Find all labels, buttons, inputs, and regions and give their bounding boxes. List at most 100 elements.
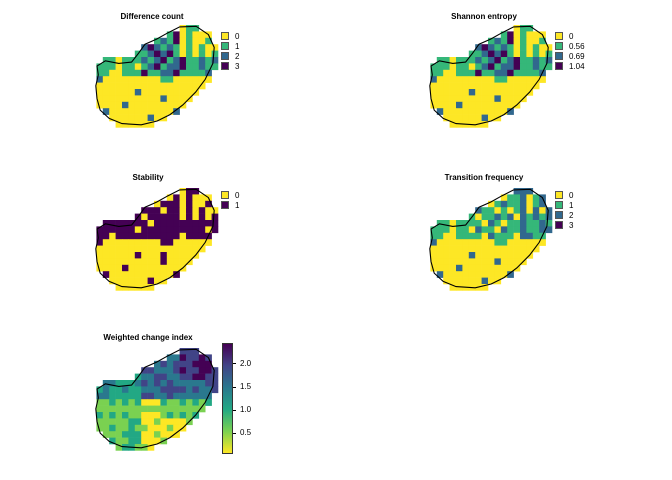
- raster-cell: [436, 95, 444, 103]
- raster-cell: [500, 232, 508, 240]
- raster-cell: [186, 37, 193, 45]
- raster-cell: [166, 399, 174, 406]
- raster-cell: [115, 386, 123, 394]
- raster-cell: [475, 239, 482, 246]
- raster-cell: [179, 44, 187, 51]
- raster-cell: [507, 57, 514, 64]
- raster-cell: [115, 399, 123, 406]
- raster-cell: [526, 57, 534, 64]
- raster-cell: [436, 82, 444, 90]
- raster-cell: [192, 405, 200, 413]
- raster-cell: [173, 207, 180, 214]
- raster-cell: [526, 252, 534, 259]
- raster-cell: [166, 392, 174, 400]
- raster-cell: [449, 220, 457, 227]
- raster-cell: [198, 220, 206, 227]
- raster-cell: [520, 76, 527, 83]
- raster-cell: [186, 63, 193, 71]
- raster-cell: [494, 76, 502, 83]
- raster-cell: [443, 220, 450, 227]
- raster-cell: [198, 213, 206, 221]
- raster-cell: [141, 226, 148, 234]
- raster-cell: [526, 50, 534, 58]
- raster-cell: [488, 95, 495, 103]
- raster-cell: [205, 50, 212, 58]
- raster-cell: [198, 31, 206, 39]
- raster-cell: [449, 252, 457, 259]
- raster-cell: [488, 37, 495, 45]
- raster-cell: [141, 386, 148, 394]
- raster-cell: [134, 418, 142, 426]
- raster-cell: [122, 108, 129, 115]
- raster-cell: [147, 264, 155, 272]
- raster-cell: [154, 226, 161, 234]
- raster-cell: [494, 213, 502, 221]
- raster-cell: [154, 437, 161, 445]
- raster-cell: [128, 418, 136, 426]
- raster-cell: [122, 380, 129, 387]
- raster-cell: [166, 252, 174, 259]
- raster-cell: [166, 44, 174, 51]
- raster-cell: [122, 392, 129, 400]
- raster-cell: [205, 367, 212, 374]
- raster-cell: [128, 108, 136, 115]
- raster-cell: [436, 101, 444, 109]
- raster-cell: [160, 63, 168, 71]
- legend-swatch: [555, 42, 563, 50]
- raster-cell: [513, 264, 521, 272]
- raster-cell: [539, 213, 546, 221]
- raster-cell: [481, 207, 489, 214]
- raster-cell: [481, 44, 489, 51]
- colorbar-tick-label: 1.0: [240, 405, 252, 415]
- raster-cell: [443, 89, 450, 96]
- legend-item: 0.69: [555, 51, 585, 61]
- raster-cell: [192, 213, 200, 221]
- raster-cell: [173, 69, 180, 77]
- raster-cell: [494, 277, 502, 285]
- raster-cell: [166, 69, 174, 77]
- raster-cell: [128, 121, 136, 128]
- raster-cell: [211, 226, 219, 234]
- raster-cell: [520, 213, 527, 221]
- raster-cell: [147, 444, 155, 451]
- raster-cell: [449, 277, 457, 285]
- raster-cell: [109, 264, 116, 272]
- raster-cell: [109, 258, 116, 266]
- raster-cell: [154, 63, 161, 71]
- raster-cell: [456, 277, 463, 285]
- raster-cell: [173, 373, 180, 381]
- raster-cell: [494, 63, 502, 71]
- raster-cell: [481, 252, 489, 259]
- raster-cell: [430, 63, 438, 71]
- raster-cell: [456, 57, 463, 64]
- raster-cell: [96, 95, 104, 103]
- raster-cell: [449, 89, 457, 96]
- raster-cell: [449, 258, 457, 266]
- raster-cell: [160, 76, 168, 83]
- raster-cell: [134, 69, 142, 77]
- legend: 0 1 2 3: [221, 31, 239, 71]
- raster-cell: [507, 207, 514, 214]
- colorbar-tick-mark: [233, 409, 236, 411]
- raster-cell: [173, 82, 180, 90]
- raster-cell: [160, 37, 168, 45]
- panel-title: Weighted change index: [103, 333, 193, 342]
- raster-cell: [192, 348, 200, 355]
- raster-cell: [436, 63, 444, 71]
- raster-cell: [488, 101, 495, 109]
- raster-cell: [122, 121, 129, 128]
- raster-cell: [186, 348, 193, 355]
- raster-cell: [166, 101, 174, 109]
- raster-cell: [102, 226, 110, 234]
- raster-cell: [109, 114, 116, 122]
- raster-cell: [198, 76, 206, 83]
- raster-cell: [436, 252, 444, 259]
- raster-cell: [96, 89, 104, 96]
- raster-cell: [449, 95, 457, 103]
- raster-cell: [481, 226, 489, 234]
- raster-cell: [513, 232, 521, 240]
- raster-cell: [147, 392, 155, 400]
- raster-cell: [147, 239, 155, 246]
- raster-cell: [520, 220, 527, 227]
- raster-cell: [160, 95, 168, 103]
